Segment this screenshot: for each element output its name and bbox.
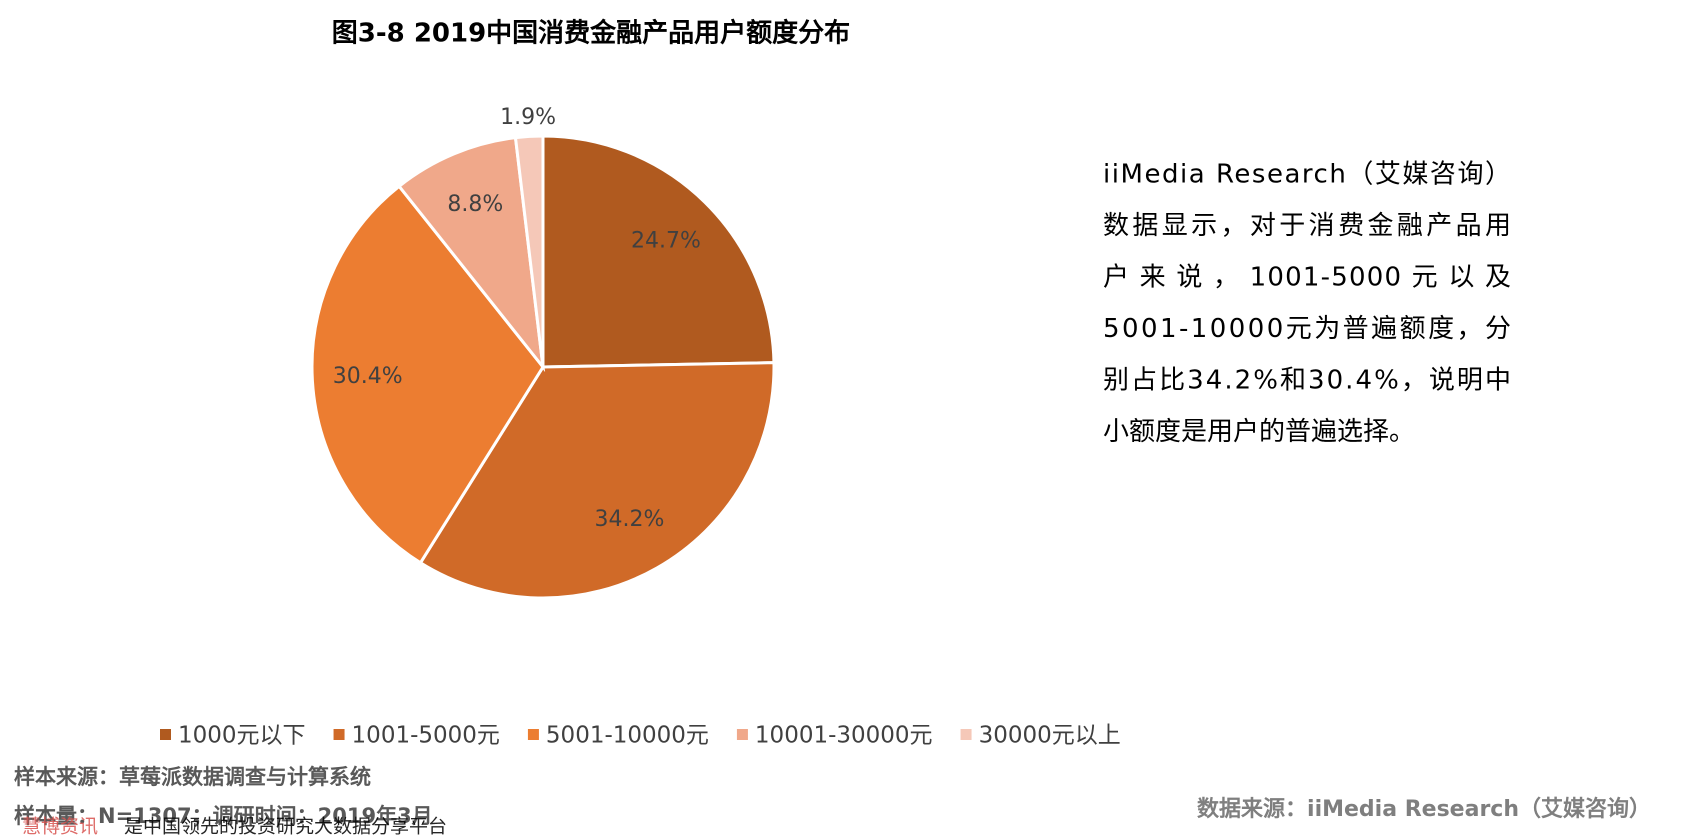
chart-title: 图3-8 2019中国消费金融产品用户额度分布 [332,18,850,49]
commentary-line: 数据显示，对于消费金融产品用 [1103,211,1511,241]
legend-swatch [160,729,171,740]
data-label: 8.8% [447,192,503,217]
commentary-line: 户 来 说 ， 1001-5000 元 以 及 [1103,263,1511,293]
commentary-line: iiMedia Research（艾媒咨询） [1103,160,1511,190]
source: 数据来源：iiMedia Research（艾媒咨询） [1197,796,1651,822]
legend-swatch [527,729,539,740]
legend-label: 5001-10000元 [546,723,709,749]
watermark: 慧博资讯 [22,816,98,835]
pie-slice [418,361,776,600]
legend-swatch [333,729,345,740]
legend-label: 10001-30000元 [755,723,933,749]
commentary-line: 别占比34.2%和30.4%，说明中 [1103,366,1511,396]
data-label: 1.9% [500,105,556,130]
commentary-line: 5001-10000元为普遍额度，分 [1103,314,1511,344]
legend-label: 1000元以下 [178,723,306,749]
legend-label: 30000元以上 [979,723,1121,749]
legend-swatch [736,729,748,740]
legend-swatch [960,729,972,740]
data-label: 30.4% [333,364,403,389]
legend-label: 1001-5000元 [352,723,500,749]
pie-slice [310,184,545,565]
pie-slice [541,134,776,369]
pie-slice [513,134,545,368]
data-label: 34.2% [595,507,665,532]
commentary-line: 小额度是用户的普遍选择。 [1103,417,1415,447]
footnote: 样本量：N=1307；调研时间：2019年3月 [14,804,433,828]
footnote: 样本来源：草莓派数据调查与计算系统 [14,765,371,789]
watermark: 是中国领先的投资研究大数据分享平台 [124,816,447,835]
data-label: 24.7% [631,229,701,254]
pie-slice [397,135,546,373]
